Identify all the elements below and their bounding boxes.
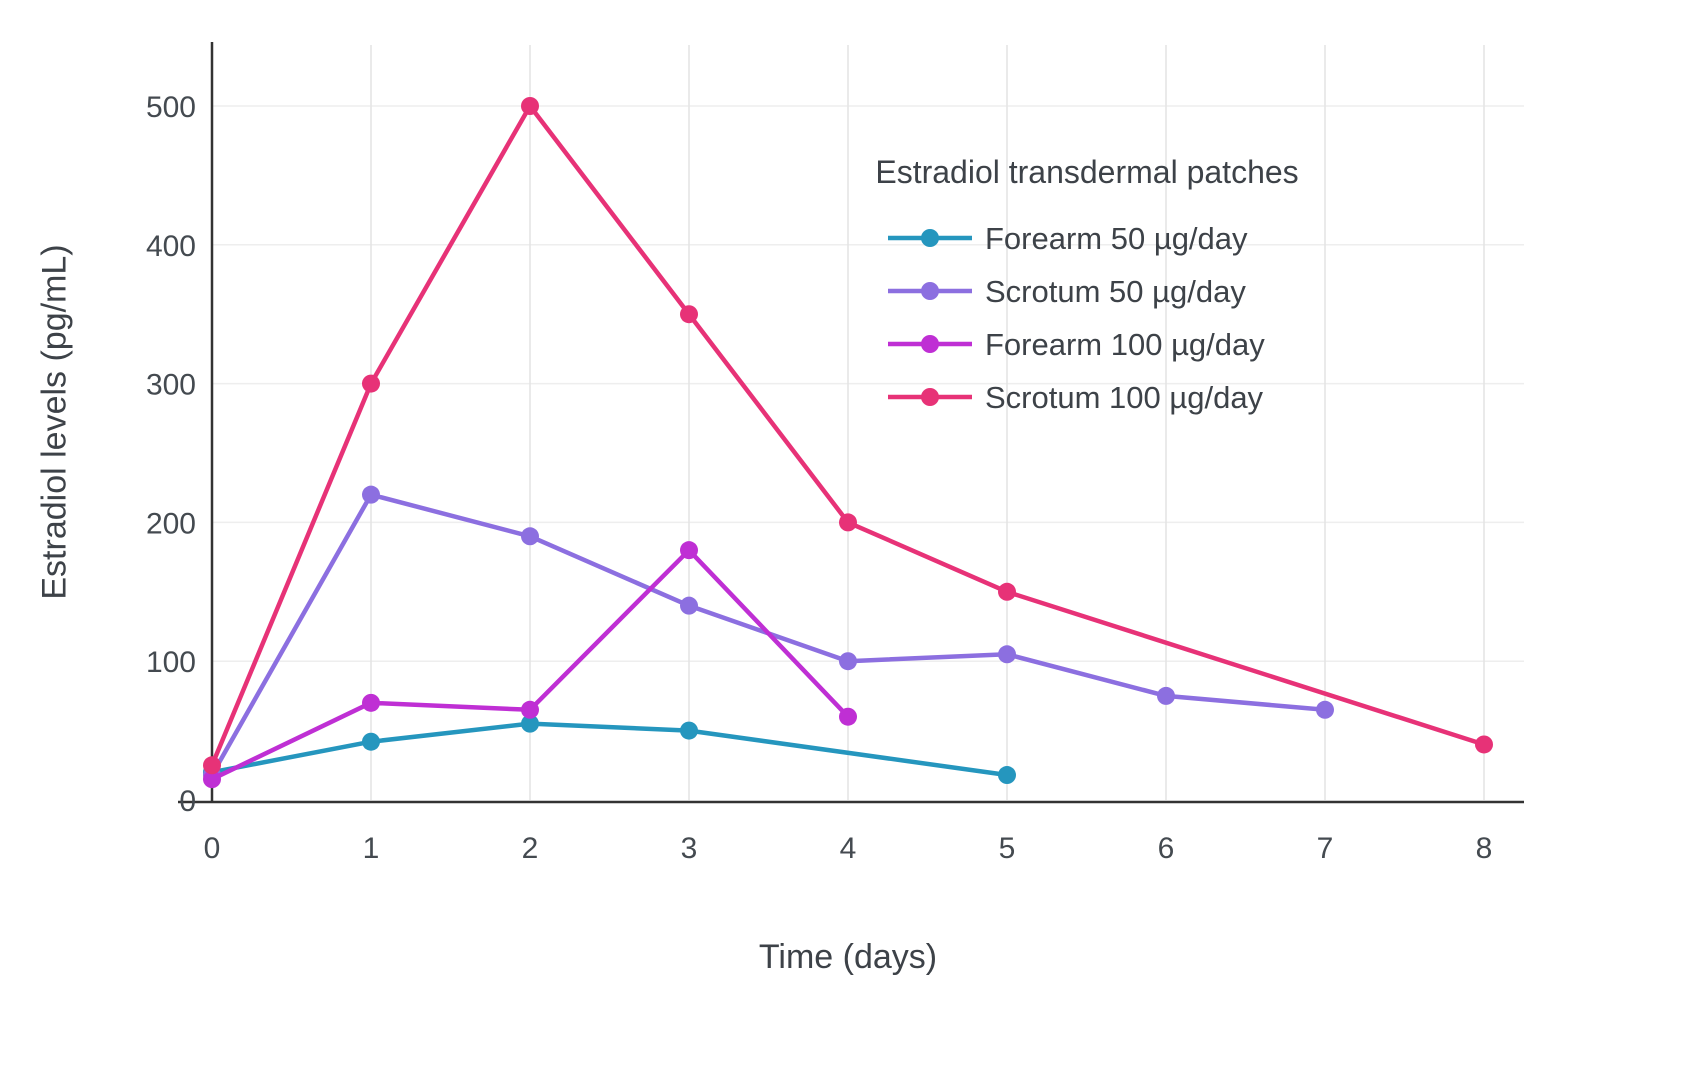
- series-line: [209, 721, 1010, 778]
- data-point[interactable]: [680, 721, 698, 740]
- x-tick-label: 1: [363, 832, 380, 865]
- data-point[interactable]: [998, 582, 1016, 601]
- legend-label: Forearm 100 µg/day: [985, 327, 1265, 362]
- x-axis-title: Time (days): [758, 938, 938, 976]
- y-tick-label: 0: [179, 785, 196, 818]
- legend-title: Estradiol transdermal patches: [875, 154, 1298, 190]
- data-point[interactable]: [521, 527, 539, 546]
- data-point[interactable]: [362, 485, 380, 504]
- data-point[interactable]: [521, 700, 539, 719]
- data-point[interactable]: [680, 596, 698, 615]
- data-point[interactable]: [839, 707, 857, 726]
- legend-item[interactable]: Forearm 100 µg/day: [888, 327, 1265, 362]
- legend-item[interactable]: Scrotum 50 µg/day: [888, 274, 1246, 309]
- x-tick-label: 5: [999, 832, 1016, 865]
- data-point[interactable]: [998, 766, 1016, 785]
- y-tick-label: 300: [146, 369, 196, 402]
- data-point[interactable]: [839, 513, 857, 532]
- x-tick-label: 7: [1317, 832, 1334, 865]
- x-tick-label: 2: [522, 832, 539, 865]
- legend-swatch-marker: [921, 335, 939, 353]
- data-point[interactable]: [521, 714, 539, 733]
- data-point[interactable]: [1157, 686, 1175, 705]
- legend-label: Scrotum 50 µg/day: [985, 274, 1246, 309]
- data-point[interactable]: [203, 756, 221, 775]
- legend-label: Scrotum 100 µg/day: [985, 380, 1264, 415]
- data-point[interactable]: [1316, 700, 1334, 719]
- data-point[interactable]: [203, 770, 221, 789]
- data-point[interactable]: [362, 693, 380, 712]
- y-tick-label: 400: [146, 230, 196, 263]
- x-tick-label: 3: [681, 832, 698, 865]
- y-tick-label: 100: [146, 646, 196, 679]
- y-tick-label: 200: [146, 507, 196, 540]
- x-tick-label: 4: [840, 832, 857, 865]
- data-point[interactable]: [998, 645, 1016, 664]
- legend-swatch-marker: [921, 388, 939, 406]
- x-tick-label: 8: [1476, 832, 1493, 865]
- data-point[interactable]: [680, 541, 698, 560]
- x-tick-label: 6: [1158, 832, 1175, 865]
- legend-label: Forearm 50 µg/day: [985, 221, 1248, 256]
- data-point[interactable]: [362, 732, 380, 751]
- y-tick-label: 500: [146, 91, 196, 124]
- legend-item[interactable]: Scrotum 100 µg/day: [888, 380, 1264, 415]
- x-tick-label: 0: [204, 832, 221, 865]
- data-point[interactable]: [839, 652, 857, 671]
- y-axis-title: Estradiol levels (pg/mL): [35, 244, 74, 600]
- data-point[interactable]: [521, 97, 539, 115]
- data-point[interactable]: [362, 374, 380, 393]
- legend-swatch-marker: [921, 229, 939, 247]
- legend-swatch-marker: [921, 282, 939, 300]
- legend-item[interactable]: Forearm 50 µg/day: [888, 221, 1248, 256]
- data-point[interactable]: [680, 305, 698, 324]
- data-point[interactable]: [1475, 735, 1493, 754]
